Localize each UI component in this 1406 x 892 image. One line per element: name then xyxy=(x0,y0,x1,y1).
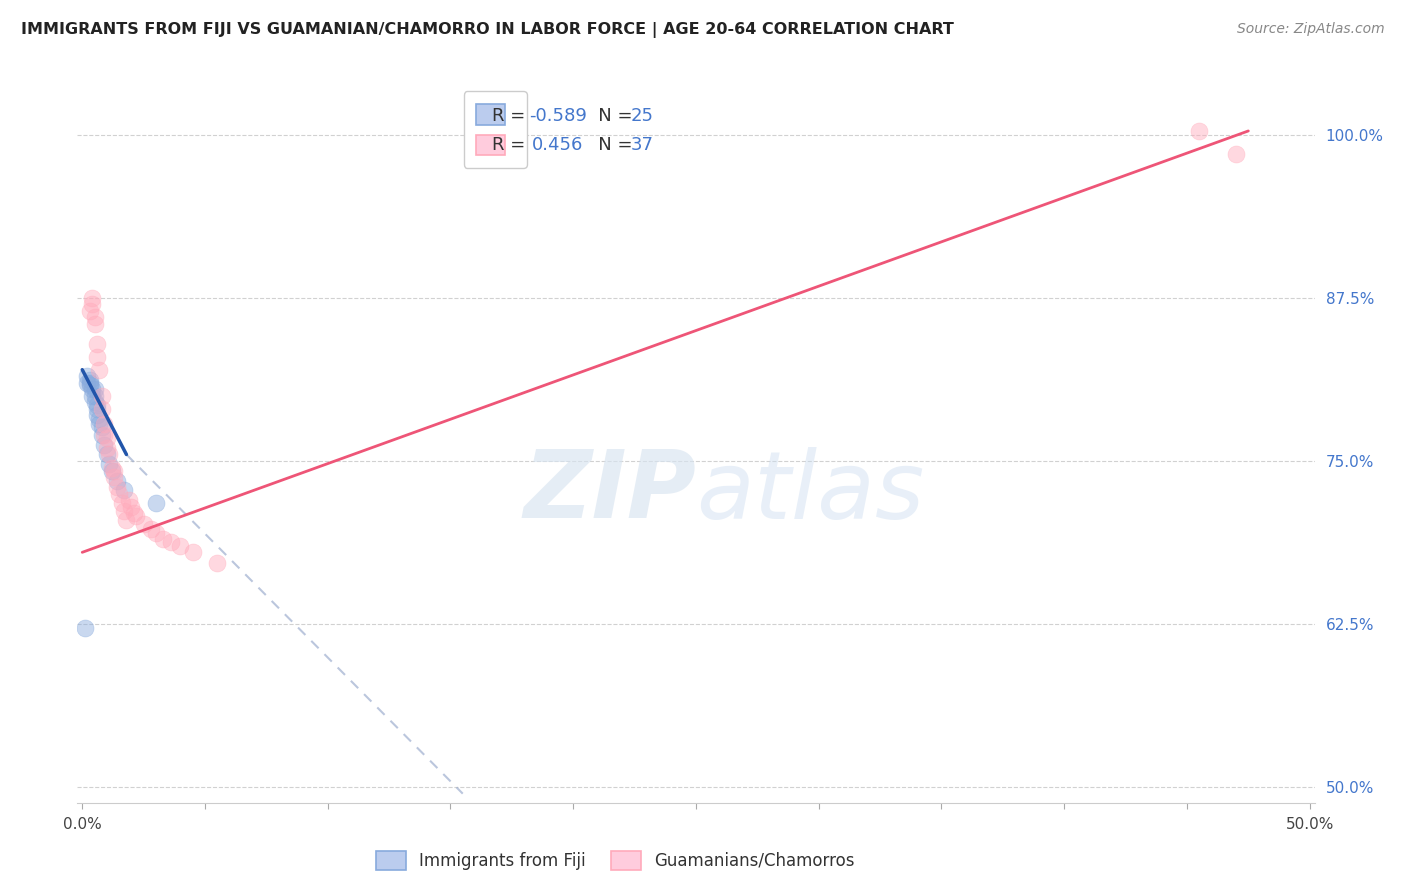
Text: R =: R = xyxy=(492,136,537,153)
Point xyxy=(145,525,167,540)
Text: ZIP: ZIP xyxy=(523,446,696,539)
Legend: Immigrants from Fiji, Guamanians/Chamorros: Immigrants from Fiji, Guamanians/Chamorr… xyxy=(370,844,862,877)
Point xyxy=(83,395,105,409)
Point xyxy=(80,389,103,403)
Point xyxy=(90,428,112,442)
Text: -0.589: -0.589 xyxy=(529,107,586,125)
Point xyxy=(112,503,135,517)
Point xyxy=(105,480,128,494)
Point xyxy=(105,474,128,488)
Point xyxy=(86,398,108,412)
Point xyxy=(98,448,121,462)
Text: R =: R = xyxy=(492,107,531,125)
Point xyxy=(79,304,101,318)
Point xyxy=(93,428,115,442)
Point xyxy=(80,291,103,305)
Point xyxy=(100,460,122,475)
Point xyxy=(145,496,167,510)
Point xyxy=(93,438,115,452)
Point xyxy=(76,376,98,390)
Point xyxy=(90,389,112,403)
Point xyxy=(1188,124,1211,138)
Text: 37: 37 xyxy=(630,136,654,153)
Point xyxy=(73,621,96,635)
Point xyxy=(96,448,118,462)
Point xyxy=(152,533,174,547)
Point xyxy=(86,336,108,351)
Point xyxy=(96,441,118,455)
Point xyxy=(89,417,111,432)
Point xyxy=(122,506,145,520)
Point xyxy=(90,420,112,434)
Text: atlas: atlas xyxy=(696,447,924,538)
Point xyxy=(98,457,121,471)
Point xyxy=(86,401,108,416)
Point xyxy=(89,412,111,426)
Point xyxy=(86,350,108,364)
Point xyxy=(181,545,204,559)
Point xyxy=(83,382,105,396)
Text: N =: N = xyxy=(581,107,638,125)
Point xyxy=(96,430,118,444)
Point xyxy=(86,409,108,423)
Point xyxy=(83,317,105,331)
Point xyxy=(125,508,148,523)
Point xyxy=(139,522,162,536)
Point xyxy=(207,556,229,570)
Point xyxy=(108,486,131,500)
Point xyxy=(112,483,135,497)
Point xyxy=(79,378,101,392)
Point xyxy=(120,500,142,514)
Point xyxy=(83,389,105,403)
Point xyxy=(132,516,155,531)
Text: IMMIGRANTS FROM FIJI VS GUAMANIAN/CHAMORRO IN LABOR FORCE | AGE 20-64 CORRELATIO: IMMIGRANTS FROM FIJI VS GUAMANIAN/CHAMOR… xyxy=(21,22,953,38)
Point xyxy=(1225,147,1247,161)
Point xyxy=(83,310,105,325)
Point xyxy=(159,534,181,549)
Point xyxy=(110,496,132,510)
Point xyxy=(79,376,101,390)
Point xyxy=(79,373,101,387)
Text: 25: 25 xyxy=(630,107,654,125)
Point xyxy=(100,465,122,479)
Point xyxy=(115,513,138,527)
Point xyxy=(80,382,103,396)
Text: Source: ZipAtlas.com: Source: ZipAtlas.com xyxy=(1237,22,1385,37)
Point xyxy=(93,417,115,432)
Point xyxy=(76,369,98,384)
Point xyxy=(90,401,112,416)
Text: 0.456: 0.456 xyxy=(531,136,582,153)
Point xyxy=(118,493,141,508)
Point xyxy=(169,539,191,553)
Text: N =: N = xyxy=(581,136,638,153)
Point xyxy=(103,469,125,483)
Point xyxy=(80,297,103,311)
Point xyxy=(103,465,125,479)
Point xyxy=(89,362,111,376)
